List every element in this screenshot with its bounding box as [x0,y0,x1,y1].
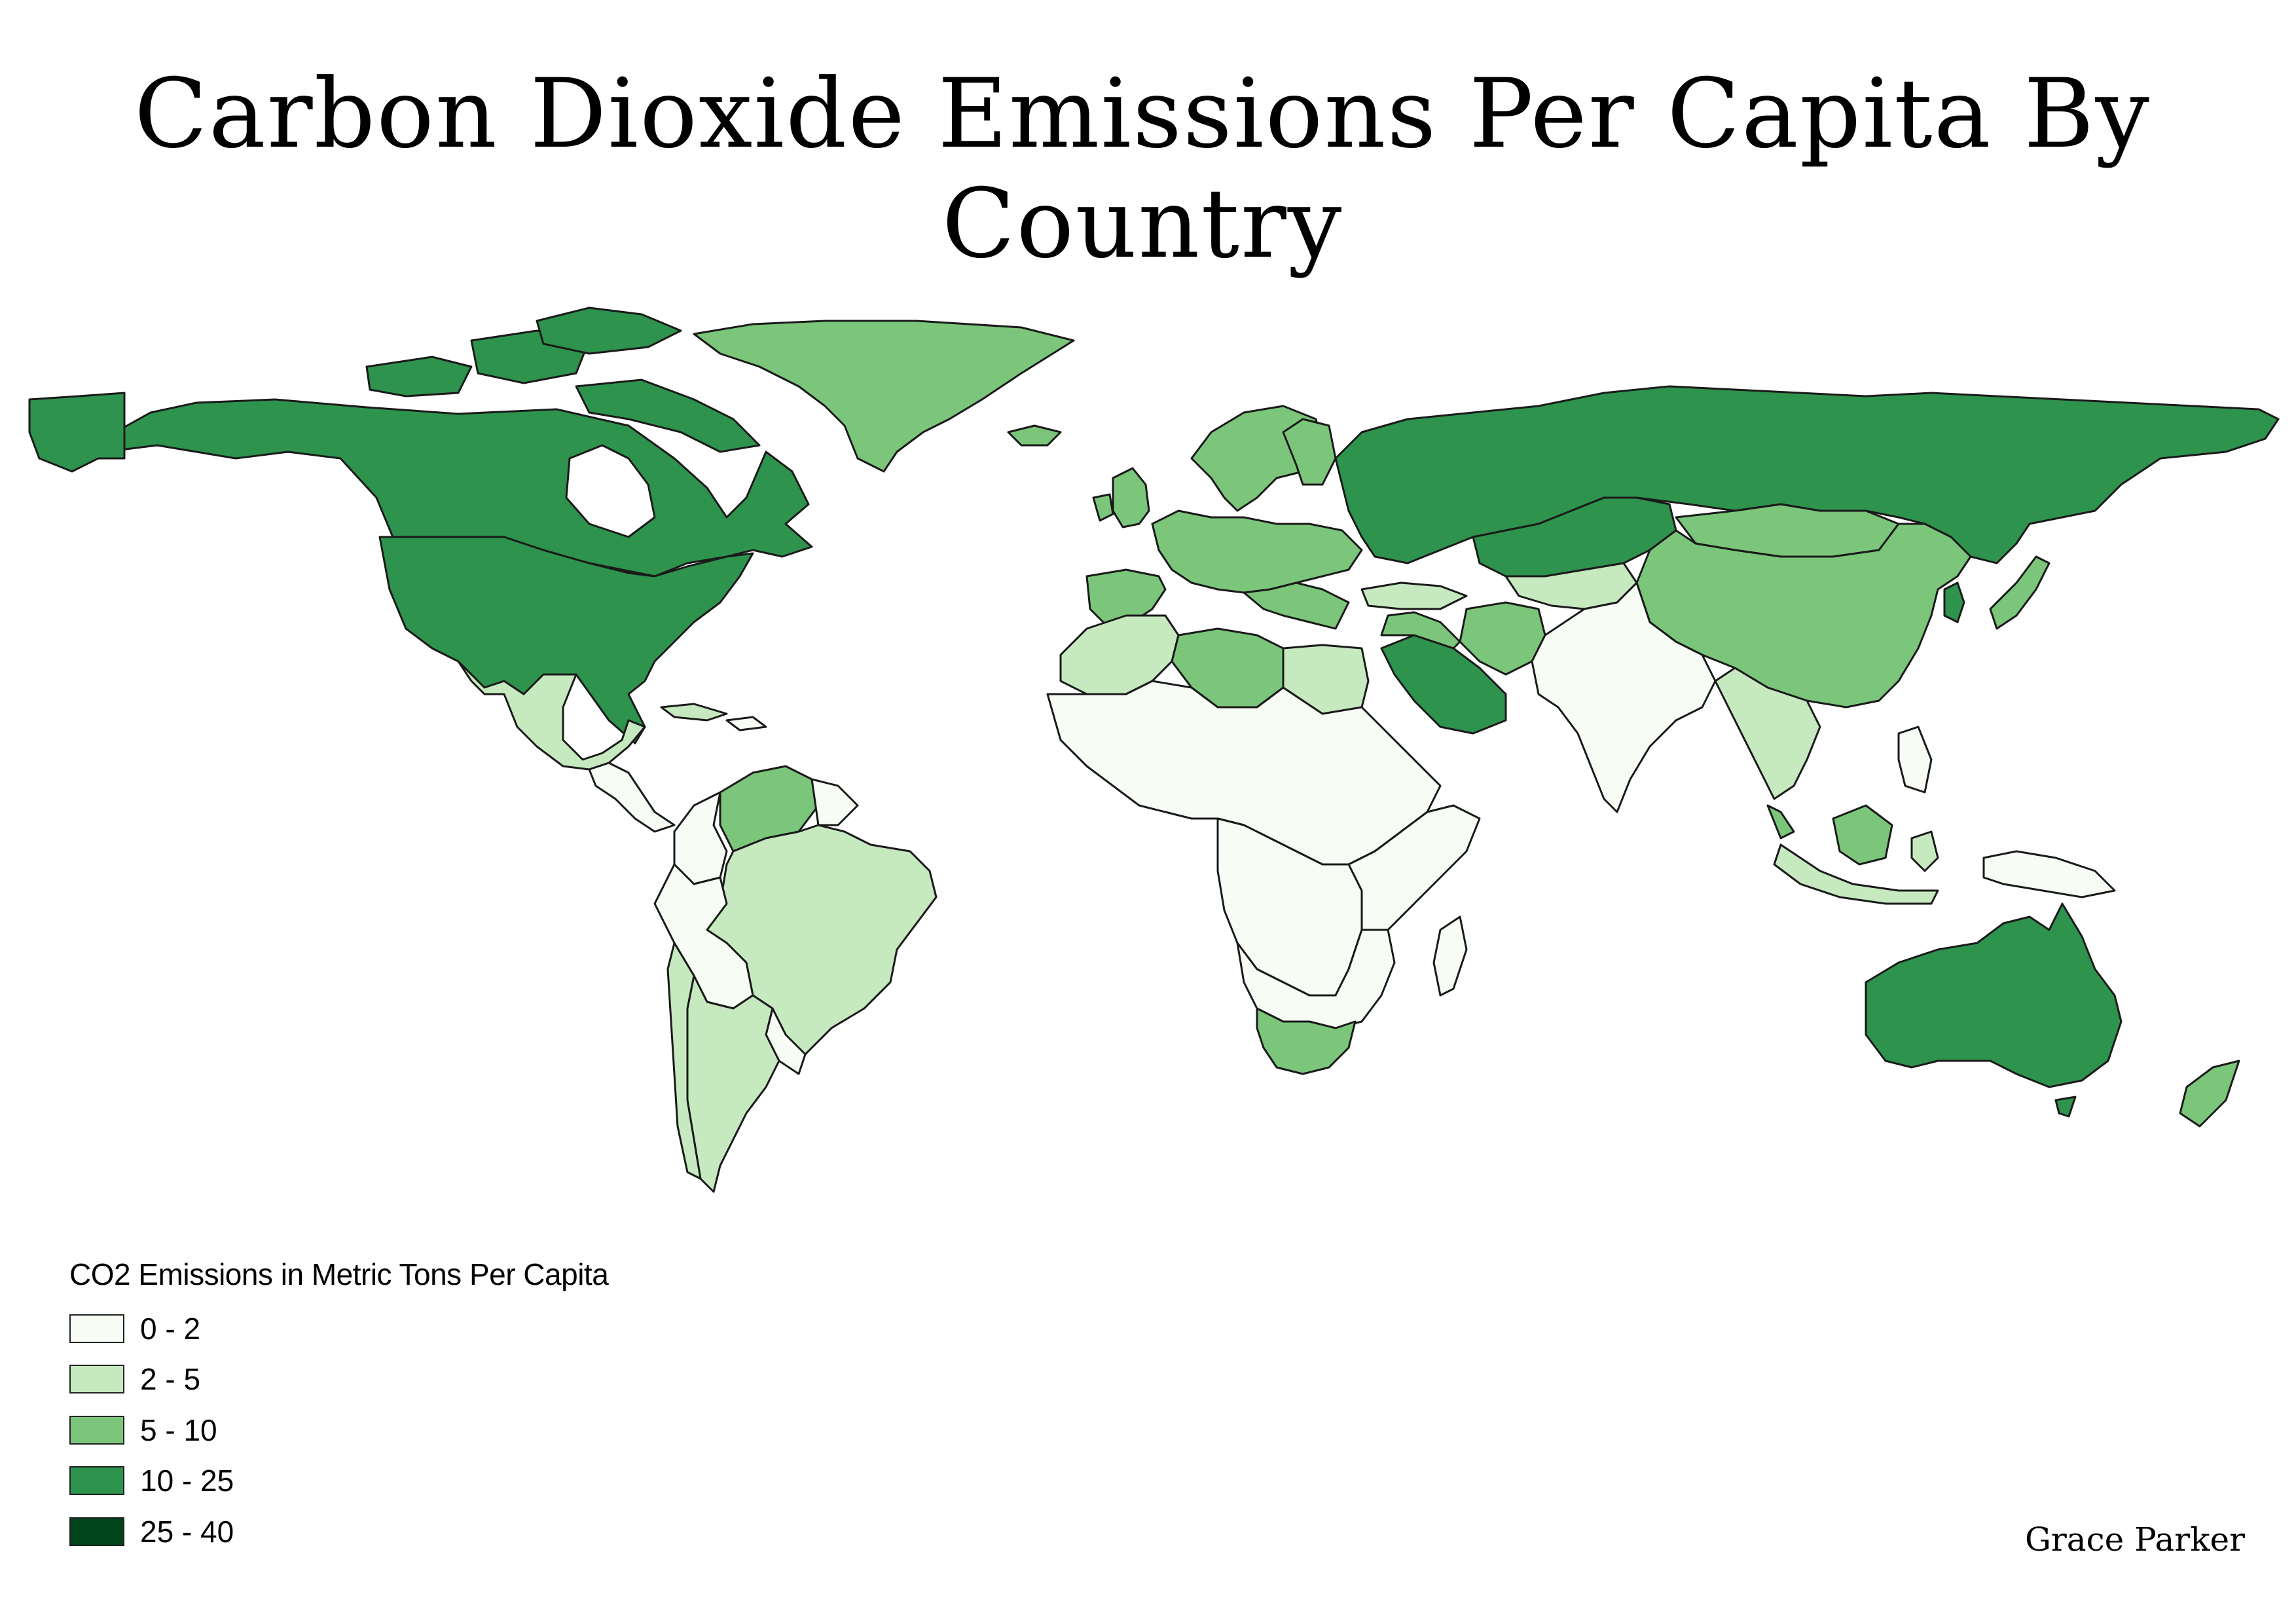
region-sulawesi [1910,830,1939,872]
legend-item: 0 - 2 [69,1303,608,1354]
region-chile [666,942,702,1180]
legend-label: 10 - 25 [140,1464,234,1498]
legend-swatch [69,1466,124,1496]
legend-label: 25 - 40 [140,1514,234,1549]
region-italy-balkans [1243,581,1350,630]
map-legend: CO2 Emissions in Metric Tons Per Capita … [69,1256,609,1557]
region-argentina [686,974,780,1193]
region-east-africa [1347,804,1481,931]
legend-item: 2 - 5 [69,1354,608,1405]
region-arctic-islands-1 [365,356,473,397]
region-papua [1982,850,2116,898]
region-mexico [457,660,646,771]
author-credit: Grace Parker [2024,1521,2245,1559]
region-korea [1943,581,1965,623]
region-arctic-islands-3 [575,378,761,453]
legend-label: 0 - 2 [140,1311,201,1346]
region-finland [1282,418,1337,486]
region-iberia [1085,568,1167,627]
map-title: Carbon Dioxide Emissions Per Capita By C… [134,58,2151,280]
region-southeast-asia [1714,667,1821,800]
region-cuba [660,703,728,722]
legend-item: 10 - 25 [69,1456,608,1507]
legend-swatch [69,1517,124,1546]
region-uk [1112,467,1150,528]
region-south-asia [1531,581,1717,813]
region-hispaniola [725,716,767,731]
region-central-america [588,762,676,833]
legend-label: 5 - 10 [140,1412,217,1447]
region-malaysia [1766,804,1795,840]
region-australia [1865,902,2123,1088]
region-turkey [1360,581,1468,610]
legend-label: 2 - 5 [140,1362,201,1397]
region-arctic-islands-4 [536,306,682,355]
region-europe-west [1151,509,1363,594]
region-new-zealand [2179,1060,2240,1128]
region-borneo [1832,804,1893,866]
region-colombia [673,791,728,885]
region-venezuela [719,765,820,853]
legend-swatch [69,1415,124,1445]
region-levant [1380,611,1461,650]
region-philippines [1897,726,1933,794]
region-south-africa [1256,1007,1357,1075]
region-iceland [1007,424,1062,447]
region-guianas [811,778,859,826]
legend-title: CO2 Emissions in Metric Tons Per Capita [69,1257,609,1291]
region-japan [1989,555,2050,630]
region-tasmania [2054,1096,2077,1118]
legend-item: 25 - 40 [69,1506,608,1557]
region-alaska [28,392,126,473]
legend-swatch [69,1314,124,1343]
region-hudson-bay [565,444,656,538]
legend-swatch [69,1365,124,1394]
region-greenland [693,320,1075,473]
region-indonesia [1773,843,1939,905]
region-ireland [1092,493,1114,522]
region-madagascar [1432,915,1468,997]
legend-item: 5 - 10 [69,1405,608,1456]
